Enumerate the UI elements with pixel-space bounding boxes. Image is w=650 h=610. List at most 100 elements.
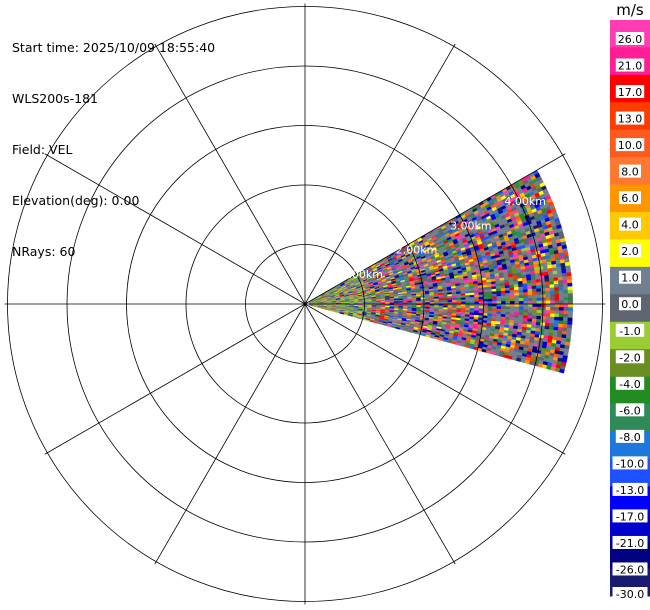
gate-cell xyxy=(500,311,506,315)
gate-cell xyxy=(478,294,484,298)
gate-cell xyxy=(536,291,542,296)
gate-cell xyxy=(553,320,560,325)
gate-cell xyxy=(545,310,551,314)
gate-cell xyxy=(540,288,546,292)
gate-cell xyxy=(568,303,573,308)
gate-cell xyxy=(536,306,542,311)
gate-cell xyxy=(518,286,524,291)
gate-cell xyxy=(483,296,489,300)
gate-cell xyxy=(505,298,511,302)
gate-cell xyxy=(540,313,546,317)
gate-cell xyxy=(562,320,568,325)
gate-cell xyxy=(531,318,537,323)
gate-cell xyxy=(566,272,572,277)
gate-cell xyxy=(541,306,547,311)
gate-cell xyxy=(510,298,515,302)
gate-cell xyxy=(554,293,560,298)
gate-cell xyxy=(518,295,524,299)
gate-cell xyxy=(443,300,448,303)
gate-cell xyxy=(474,294,480,298)
gate-cell xyxy=(568,300,573,305)
gate-cell xyxy=(438,300,444,303)
gate-cell xyxy=(554,316,560,321)
gate-cell xyxy=(469,294,475,298)
velocity-sector xyxy=(308,169,573,374)
gate-cell xyxy=(554,300,560,305)
gate-cell xyxy=(545,313,551,318)
gate-cell xyxy=(567,293,573,298)
gate-cell xyxy=(500,290,506,294)
radial-spoke xyxy=(304,303,456,565)
gate-cell xyxy=(501,298,506,302)
gate-cell xyxy=(487,293,493,298)
gate-cell xyxy=(496,298,502,302)
gate-cell xyxy=(514,309,520,313)
gate-cell xyxy=(566,324,573,329)
gate-cell xyxy=(558,290,564,295)
range-ring-label: 2.00km xyxy=(396,244,438,257)
gate-cell xyxy=(478,306,484,309)
gate-cell xyxy=(558,283,564,288)
gate-cell xyxy=(434,300,440,303)
gate-cell xyxy=(558,310,564,315)
gate-cell xyxy=(545,300,551,305)
gate-cell xyxy=(487,306,493,310)
gate-cell xyxy=(558,323,564,328)
gate-cell xyxy=(469,299,475,303)
gate-cell xyxy=(518,315,524,319)
field-label: Field: VEL xyxy=(12,142,73,157)
colorbar-tick-label: 6.0 xyxy=(621,192,639,205)
gate-cell xyxy=(559,307,565,311)
gate-cell xyxy=(500,308,506,313)
gate-cell xyxy=(532,303,538,308)
gate-cell xyxy=(518,306,524,310)
gate-cell xyxy=(478,296,484,300)
gate-cell xyxy=(541,300,547,305)
gate-cell xyxy=(536,318,542,323)
gate-cell xyxy=(532,309,538,314)
gate-cell xyxy=(496,311,502,315)
colorbar-tick-label: -8.0 xyxy=(619,431,640,444)
gate-cell xyxy=(469,308,475,311)
gate-cell xyxy=(567,321,573,326)
colorbar-tick-label: 10.0 xyxy=(618,139,643,152)
gate-cell xyxy=(545,287,551,292)
gate-cell xyxy=(465,299,471,303)
gate-cell xyxy=(549,313,555,318)
gate-cell xyxy=(549,290,555,295)
gate-cell xyxy=(540,284,546,289)
gate-cell xyxy=(550,293,556,298)
gate-cell xyxy=(567,307,573,312)
gate-cell xyxy=(491,311,497,315)
gate-cell xyxy=(500,295,506,300)
gate-cell xyxy=(536,312,542,317)
colorbar-tick-label: -13.0 xyxy=(616,484,644,497)
gate-cell xyxy=(563,286,569,291)
gate-cell xyxy=(518,300,524,305)
gate-cell xyxy=(545,303,551,308)
gate-cell xyxy=(563,303,569,308)
gate-cell xyxy=(532,312,538,317)
gate-cell xyxy=(465,305,471,309)
gate-cell xyxy=(554,310,560,315)
gate-cell xyxy=(567,314,573,319)
gate-cell xyxy=(567,310,573,315)
gate-cell xyxy=(558,320,564,325)
gate-cell xyxy=(553,280,559,285)
gate-cell xyxy=(447,299,453,303)
gate-cell xyxy=(541,309,547,314)
colorbar-tick-label: 17.0 xyxy=(618,86,643,99)
gate-cell xyxy=(523,312,529,316)
gate-cell xyxy=(563,307,569,312)
gate-cell xyxy=(474,299,480,302)
colorbar-tick-label: 0.0 xyxy=(621,298,639,311)
gate-cell xyxy=(527,285,533,290)
gate-cell xyxy=(545,297,551,302)
gate-cell xyxy=(483,299,489,302)
radial-spoke xyxy=(44,303,306,455)
gate-cell xyxy=(553,277,559,282)
gate-cell xyxy=(487,296,493,300)
gate-cell xyxy=(487,308,493,312)
gate-cell xyxy=(509,290,515,294)
gate-cell xyxy=(518,289,524,293)
